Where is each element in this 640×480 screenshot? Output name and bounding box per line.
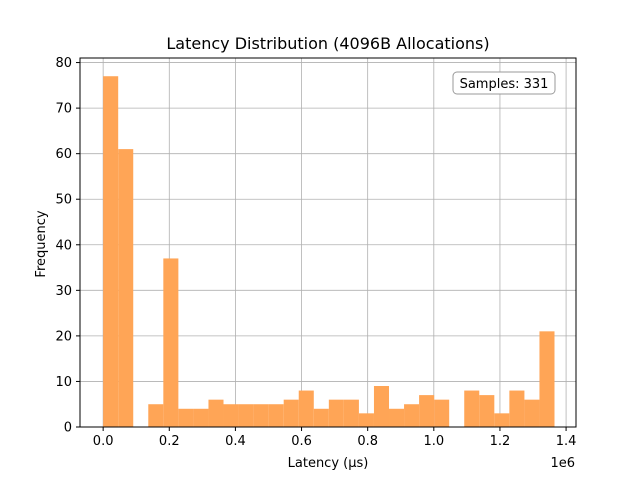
x-axis-label: Latency (µs) (288, 456, 369, 471)
histogram-bar (328, 399, 344, 427)
histogram-bar (539, 331, 555, 427)
histogram-bar (283, 399, 299, 427)
histogram-bar (419, 395, 435, 427)
x-tick-label: 0.0 (93, 434, 114, 449)
y-tick-label: 70 (55, 102, 72, 117)
histogram-bar (524, 399, 540, 427)
y-tick-label: 50 (55, 193, 72, 208)
y-tick-label: 10 (55, 375, 72, 390)
histogram-bar (193, 408, 209, 427)
x-tick-label: 0.4 (225, 434, 246, 449)
histogram-bar (118, 149, 134, 427)
y-tick-label: 30 (55, 284, 72, 299)
histogram-bar (178, 408, 194, 427)
plot-frame (79, 57, 577, 428)
annotation-text: Samples: 331 (460, 77, 549, 92)
histogram-bar (494, 413, 510, 427)
histogram-bar (238, 404, 254, 427)
x-axis-offset-label: 1e6 (550, 456, 575, 471)
histogram-bar (253, 404, 269, 427)
histogram-bar (404, 404, 420, 427)
histogram-bar (208, 399, 224, 427)
x-tick-label: 1.2 (490, 434, 511, 449)
bars-layer (103, 76, 555, 427)
x-tick-label: 0.8 (357, 434, 378, 449)
x-tick-label: 1.4 (556, 434, 577, 449)
y-tick-label: 0 (64, 421, 72, 436)
histogram-bar (298, 390, 314, 427)
annotation-box (452, 71, 556, 95)
histogram-bar (358, 413, 374, 427)
histogram-bar (103, 76, 119, 427)
histogram-bar (223, 404, 239, 427)
samples-annotation: Samples: 331 (452, 71, 556, 95)
x-tick-label: 1.0 (423, 434, 444, 449)
histogram-bar (268, 404, 284, 427)
y-axis-label: Frequency (34, 210, 49, 277)
chart-title: Latency Distribution (4096B Allocations) (166, 34, 489, 53)
histogram-bar (434, 399, 450, 427)
x-tick-label: 0.6 (291, 434, 312, 449)
histogram-bar (509, 390, 525, 427)
histogram-bar (163, 258, 179, 427)
y-tick-label: 40 (55, 238, 72, 253)
histogram-bar (389, 408, 405, 427)
histogram-bar (343, 399, 359, 427)
histogram-bar (148, 404, 164, 427)
histogram-bar (464, 390, 480, 427)
ticks-layer: 0.0 0.2 0.4 0.6 0.8 1.0 1.2 1.4 0 10 20 30 40 50 60 70 8… (55, 56, 576, 449)
x-tick-label: 0.2 (159, 434, 180, 449)
y-tick-label: 20 (55, 329, 72, 344)
y-tick-label: 80 (55, 56, 72, 71)
histogram-bar (373, 386, 390, 427)
histogram-bar (479, 395, 495, 427)
y-tick-label: 60 (55, 147, 72, 162)
histogram-bar (313, 408, 329, 427)
